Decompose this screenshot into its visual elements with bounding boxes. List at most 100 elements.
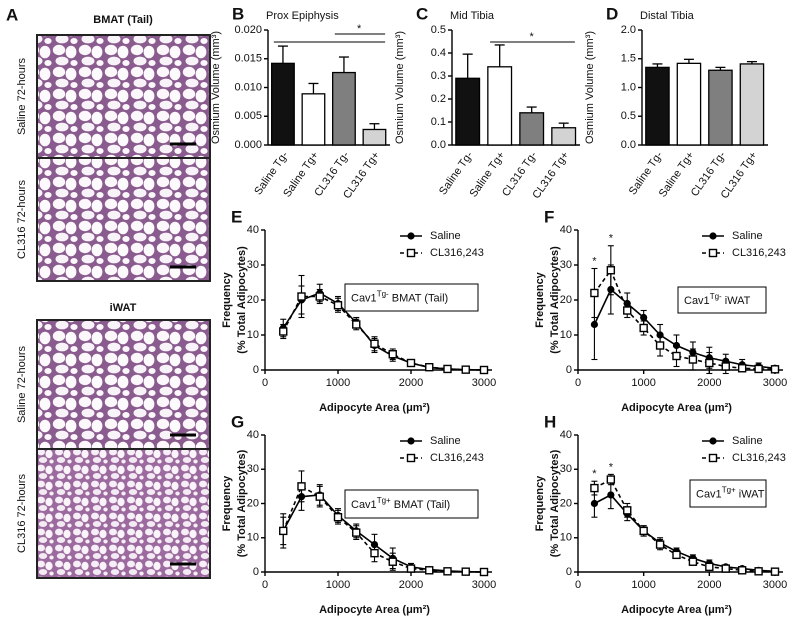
annotation-box [677, 286, 767, 314]
image-label: CL316 72-hours [16, 474, 28, 553]
x-tick-label: 0 [575, 377, 581, 389]
legend-label: Saline [732, 230, 763, 242]
x-tick-label: 0 [262, 579, 268, 591]
data-point [443, 364, 452, 374]
x-tick-label: 3000 [763, 377, 787, 389]
annotation-rest: iWAT [722, 295, 751, 307]
x-tick-label: 2000 [399, 377, 423, 389]
y-tick-label: 0.3 [431, 70, 446, 82]
x-axis-label: Adipocyte Area (μm²) [621, 402, 732, 414]
legend-label: Saline [430, 435, 461, 447]
data-point [705, 358, 714, 368]
data-point [623, 506, 632, 515]
x-tick-label: 1000 [631, 579, 655, 591]
data-point [425, 566, 434, 575]
y-tick-label: 2.0 [621, 24, 636, 36]
legend-marker [708, 453, 718, 463]
data-point [333, 301, 343, 310]
y-axis-label: Frequency [221, 475, 233, 532]
legend-marker [407, 437, 415, 445]
legend-label: Saline [430, 230, 461, 242]
y-tick-label: 10 [560, 329, 572, 341]
data-point [672, 351, 681, 361]
data-point [370, 548, 379, 558]
y-tick-label: 40 [247, 429, 259, 441]
y-tick-label: 20 [560, 497, 572, 509]
chart-title: Mid Tibia [450, 10, 495, 22]
y-tick-label: 0.2 [431, 93, 446, 105]
significance-label: * [609, 461, 614, 473]
legend-marker [406, 453, 416, 463]
x-tick-label: 1000 [326, 377, 350, 389]
significance-label: * [530, 31, 535, 43]
image-label: CL316 72-hours [16, 180, 28, 259]
data-point [590, 288, 599, 298]
legend-marker [709, 232, 717, 240]
data-point [655, 341, 665, 350]
image-label: Saline 72-hours [16, 345, 28, 423]
data-point [352, 320, 361, 329]
y-tick-label: 0.000 [234, 139, 262, 151]
y-axis-label: (% Total Adipocytes) [549, 449, 561, 557]
bar [519, 112, 545, 146]
data-point [688, 557, 698, 566]
data-point [388, 350, 397, 359]
annotation-sup: Tg+ [722, 486, 736, 495]
y-tick-label: 0 [253, 364, 259, 376]
y-axis-label: Osmium Volume (mm³) [584, 31, 596, 144]
legend-label: CL316,243 [732, 452, 786, 464]
data-point [754, 364, 763, 374]
data-point [590, 320, 599, 329]
chart-title: Distal Tibia [640, 10, 695, 22]
chart-title: Prox Epiphysis [266, 10, 339, 22]
data-point [297, 482, 306, 491]
y-tick-label: 0.5 [431, 24, 446, 36]
bar [332, 71, 356, 146]
x-axis-label: Adipocyte Area (μm²) [319, 604, 430, 616]
data-point [688, 355, 698, 364]
y-tick-label: 30 [247, 259, 259, 271]
y-tick-label: 30 [247, 463, 259, 475]
y-tick-label: 0.005 [234, 110, 262, 122]
data-point [461, 567, 470, 576]
data-point [279, 526, 288, 536]
histology-image [36, 34, 211, 159]
data-point [479, 567, 489, 577]
annotation-base: Cav1 [351, 499, 377, 511]
annotation: Cav1Tg- BMAT (Tail) [351, 290, 448, 305]
y-axis-label: Osmium Volume (mm³) [210, 31, 222, 144]
y-tick-label: 0 [253, 566, 259, 578]
data-point [754, 567, 763, 576]
y-tick-label: 10 [247, 532, 259, 544]
x-axis-label: Adipocyte Area (μm²) [621, 604, 732, 616]
y-tick-label: 20 [247, 294, 259, 306]
panel-letter: C [416, 4, 428, 23]
legend-marker [407, 232, 415, 240]
y-tick-label: 10 [247, 329, 259, 341]
data-point [406, 564, 416, 573]
annotation-box [689, 479, 767, 508]
data-point [737, 566, 747, 575]
y-tick-label: 10 [560, 532, 572, 544]
x-tick-label: 3000 [472, 377, 496, 389]
y-tick-label: 40 [560, 224, 572, 236]
data-point [640, 313, 648, 322]
y-axis-label: (% Total Adipocytes) [236, 246, 248, 354]
panel-letter: B [232, 4, 244, 23]
bar [739, 63, 765, 146]
bar [455, 77, 481, 146]
x-tick-label: 2000 [399, 579, 423, 591]
bar [301, 93, 326, 146]
bar [708, 69, 733, 146]
histology-image [36, 319, 211, 450]
annotation-rest: BMAT (Tail) [389, 292, 449, 304]
panel-letter: E [231, 207, 242, 226]
y-tick-label: 0.4 [431, 47, 446, 59]
data-point [590, 499, 599, 508]
bar [645, 66, 670, 146]
y-axis-label: Frequency [534, 271, 546, 328]
y-tick-label: 0 [566, 364, 572, 376]
data-point [639, 526, 648, 536]
data-point [770, 365, 780, 374]
